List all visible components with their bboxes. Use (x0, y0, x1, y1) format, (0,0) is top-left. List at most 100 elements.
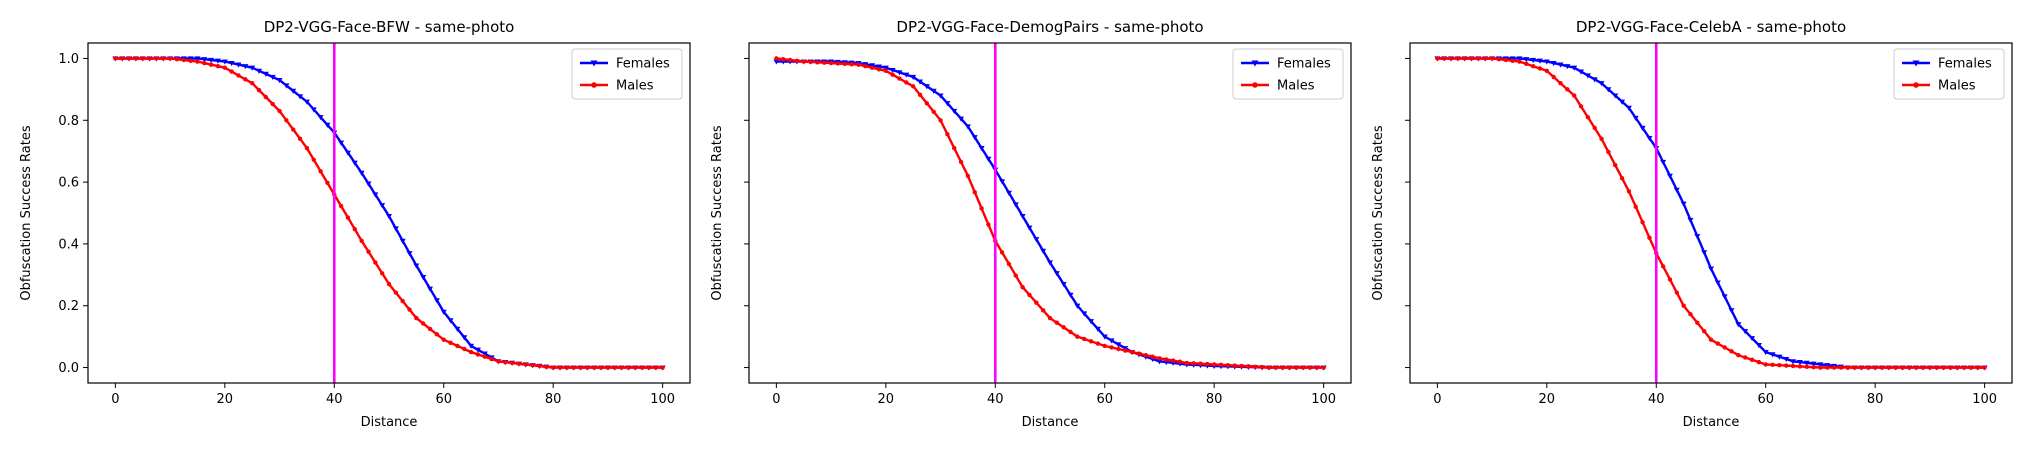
x-tick-label: 80 (545, 392, 562, 407)
data-point (236, 73, 241, 78)
data-point (290, 88, 297, 94)
data-point (1667, 277, 1673, 282)
x-axis-label: Distance (1022, 415, 1079, 430)
data-point (229, 69, 234, 74)
y-tick-label: 0.2 (58, 299, 79, 314)
data-point (564, 365, 570, 370)
data-point (1592, 125, 1597, 131)
data-point (448, 340, 453, 346)
x-tick-label: 20 (878, 392, 895, 407)
data-point (310, 107, 317, 113)
data-point (1755, 343, 1762, 349)
data-point (120, 56, 125, 61)
x-tick-label: 60 (1757, 392, 1774, 407)
data-point (999, 250, 1005, 255)
data-point (1770, 362, 1775, 368)
data-point (1005, 190, 1012, 196)
data-point (318, 169, 323, 174)
data-point (985, 156, 992, 162)
data-point (1701, 250, 1708, 256)
data-point (304, 145, 310, 151)
data-point (1640, 220, 1645, 225)
data-point (863, 63, 868, 69)
data-point (386, 213, 392, 220)
data-point (1205, 361, 1210, 367)
data-point (923, 84, 930, 90)
data-point (1660, 159, 1667, 165)
data-point (1537, 66, 1543, 71)
data-point (1177, 359, 1183, 364)
data-point (489, 356, 494, 362)
x-tick-label: 40 (987, 392, 1004, 407)
data-point (557, 365, 563, 370)
x-axis-label: Distance (1683, 415, 1740, 430)
data-point (1886, 365, 1892, 370)
data-point (455, 343, 460, 349)
data-point (945, 131, 950, 137)
x-tick-label: 100 (650, 392, 675, 407)
data-point (1530, 63, 1536, 69)
data-point (1040, 248, 1047, 254)
data-point (427, 326, 433, 332)
data-point (530, 363, 535, 368)
data-point (592, 365, 597, 370)
data-point (1756, 359, 1762, 365)
data-point (1708, 266, 1714, 272)
data-point (1762, 349, 1769, 356)
data-point (951, 108, 958, 114)
data-point (1462, 56, 1467, 61)
data-point (1688, 312, 1693, 317)
x-tick-label: 0 (111, 392, 119, 407)
data-point (167, 56, 173, 61)
data-point (249, 80, 255, 86)
legend-marker (1252, 82, 1258, 88)
data-point (1736, 352, 1741, 358)
data-point (113, 56, 118, 61)
data-point (794, 58, 800, 63)
data-point (1536, 58, 1543, 64)
data-point (1129, 349, 1135, 355)
data-point (1591, 77, 1598, 83)
data-point (1598, 81, 1605, 87)
data-point (215, 63, 221, 69)
data-point (372, 192, 379, 198)
data-point (1633, 204, 1638, 210)
series-line-females (776, 60, 1324, 369)
data-point (1314, 365, 1319, 370)
data-point (311, 157, 316, 162)
data-point (1294, 365, 1299, 370)
data-point (1496, 57, 1502, 62)
data-point (1040, 308, 1046, 313)
data-point (468, 343, 475, 349)
data-point (407, 307, 412, 312)
data-point (1721, 294, 1728, 300)
y-tick-label: 0.0 (58, 361, 79, 376)
data-point (1081, 311, 1088, 317)
data-point (1646, 135, 1653, 142)
x-tick-label: 40 (1648, 392, 1665, 407)
data-point (1660, 264, 1666, 269)
data-point (964, 124, 971, 130)
data-point (358, 170, 365, 176)
data-point (930, 88, 937, 94)
data-point (931, 109, 936, 114)
data-point (1783, 356, 1790, 363)
y-tick-label: 1.0 (58, 52, 79, 67)
data-point (1047, 260, 1053, 266)
y-tick-label: 0.8 (58, 114, 79, 129)
data-point (1157, 356, 1162, 361)
data-point (373, 260, 378, 265)
data-point (1914, 365, 1919, 370)
data-point (773, 59, 780, 65)
data-point (1571, 93, 1577, 98)
data-point (1845, 365, 1851, 370)
data-point (1920, 365, 1926, 370)
series-line-males (115, 57, 663, 369)
data-point (256, 87, 262, 93)
data-point (1211, 362, 1217, 367)
data-point (660, 365, 665, 370)
data-point (1673, 187, 1680, 193)
data-point (393, 290, 399, 295)
data-point (1184, 360, 1190, 366)
data-point (516, 361, 522, 366)
